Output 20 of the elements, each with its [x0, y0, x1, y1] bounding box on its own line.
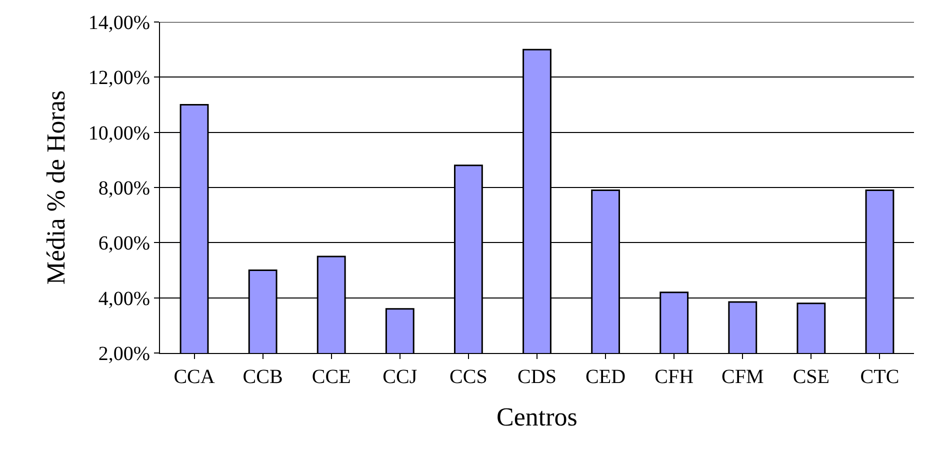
x-tick-label: CTC	[860, 366, 900, 388]
x-tick-label: CCA	[174, 366, 216, 388]
x-tick-label: CCJ	[382, 366, 418, 388]
x-tick-label: CFH	[654, 366, 694, 388]
y-tick-label: 8,00%	[98, 178, 150, 200]
y-tick-label: 4,00%	[98, 288, 150, 310]
x-axis-title: Centros	[496, 402, 578, 432]
x-tick-label: CED	[586, 366, 626, 388]
y-tick-label: 2,00%	[98, 343, 150, 365]
y-axis-title: Média % de Horas	[42, 90, 71, 285]
x-tick-label: CCE	[312, 366, 351, 388]
x-tick-label: CCS	[450, 366, 488, 388]
y-tick-label: 14,00%	[88, 12, 150, 34]
x-tick-label: CSE	[792, 366, 830, 388]
x-tick-label: CCB	[242, 366, 283, 388]
y-tick-label: 6,00%	[98, 232, 150, 255]
x-tick-label: CDS	[518, 366, 556, 388]
y-tick-label: 10,00%	[88, 122, 150, 144]
y-tick-label: 12,00%	[88, 67, 150, 90]
x-tick-label: CFM	[722, 366, 764, 388]
